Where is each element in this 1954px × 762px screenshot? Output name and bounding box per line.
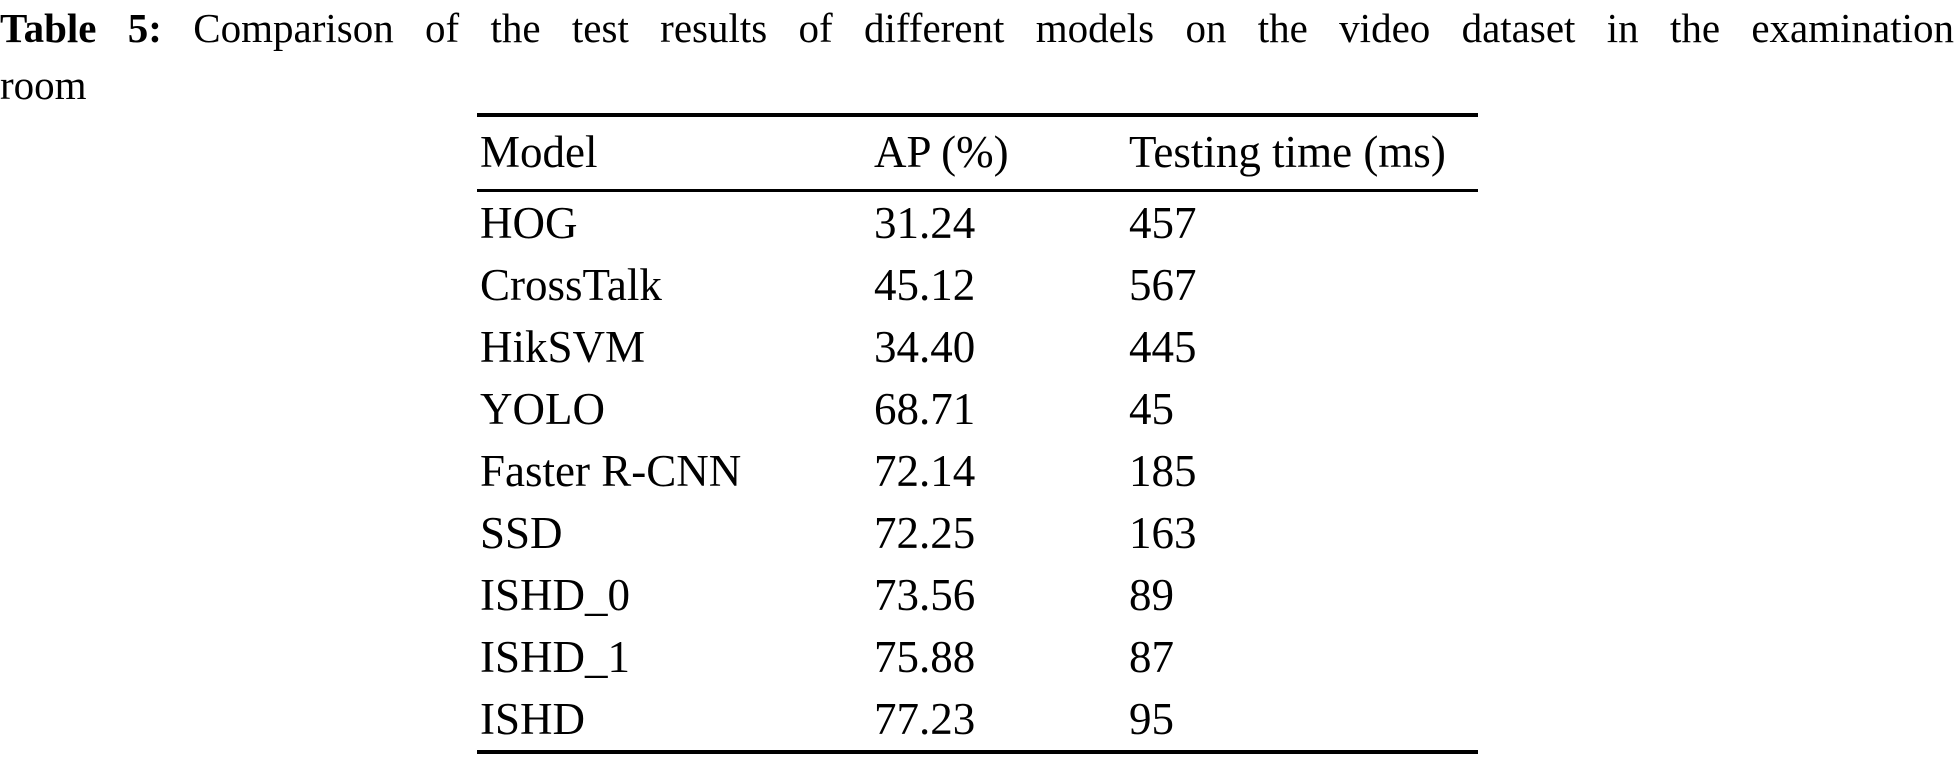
model-cell: Faster R-CNN bbox=[480, 446, 742, 496]
ap-cell: 31.24 bbox=[874, 198, 976, 248]
time-cell: 89 bbox=[1129, 570, 1174, 620]
ap-cell: 73.56 bbox=[874, 570, 976, 620]
time-cell: 87 bbox=[1129, 632, 1174, 682]
model-cell: YOLO bbox=[480, 384, 605, 434]
column-header-model: Model bbox=[477, 115, 874, 192]
table-row: HikSVM 34.40 445 bbox=[477, 316, 1478, 378]
table-row: ISHD_1 75.88 87 bbox=[477, 626, 1478, 688]
caption-line-2: room bbox=[0, 62, 87, 108]
model-cell: ISHD_1 bbox=[480, 632, 631, 682]
table-row: CrossTalk 45.12 567 bbox=[477, 254, 1478, 316]
ap-cell: 34.40 bbox=[874, 322, 976, 372]
ap-cell: 68.71 bbox=[874, 384, 976, 434]
table-row: YOLO 68.71 45 bbox=[477, 378, 1478, 440]
table-caption: Table 5: Comparison of the test results … bbox=[0, 0, 1954, 114]
model-cell: HOG bbox=[480, 198, 578, 248]
time-cell: 567 bbox=[1129, 260, 1197, 310]
ap-cell: 45.12 bbox=[874, 260, 976, 310]
time-cell: 457 bbox=[1129, 198, 1197, 248]
model-cell: HikSVM bbox=[480, 322, 646, 372]
ap-cell: 77.23 bbox=[874, 694, 976, 744]
table-body: HOG 31.24 457 CrossTalk 45.12 567 HikSVM… bbox=[477, 191, 1478, 753]
caption-label: Table 5: bbox=[0, 5, 162, 51]
table-row: ISHD 77.23 95 bbox=[477, 688, 1478, 752]
time-cell: 163 bbox=[1129, 508, 1197, 558]
table-row: HOG 31.24 457 bbox=[477, 191, 1478, 255]
table-row: Faster R-CNN 72.14 185 bbox=[477, 440, 1478, 502]
column-header-testing-time: Testing time (ms) bbox=[1129, 115, 1478, 192]
table-header: Model AP (%) Testing time (ms) bbox=[477, 115, 1478, 192]
header-row: Model AP (%) Testing time (ms) bbox=[477, 115, 1478, 192]
model-cell: SSD bbox=[480, 508, 563, 558]
ap-cell: 72.14 bbox=[874, 446, 976, 496]
model-cell: CrossTalk bbox=[480, 260, 662, 310]
caption-line-1: Table 5: Comparison of the test results … bbox=[0, 0, 1954, 57]
model-cell: ISHD_0 bbox=[480, 570, 631, 620]
time-cell: 95 bbox=[1129, 694, 1174, 744]
model-cell: ISHD bbox=[480, 694, 586, 744]
time-cell: 45 bbox=[1129, 384, 1174, 434]
ap-cell: 72.25 bbox=[874, 508, 976, 558]
ap-cell: 75.88 bbox=[874, 632, 976, 682]
column-header-ap: AP (%) bbox=[874, 115, 1129, 192]
caption-text: Comparison of the test results of differ… bbox=[193, 5, 1954, 51]
results-table: Model AP (%) Testing time (ms) HOG 31.24… bbox=[477, 113, 1478, 754]
table-row: ISHD_0 73.56 89 bbox=[477, 564, 1478, 626]
time-cell: 185 bbox=[1129, 446, 1197, 496]
time-cell: 445 bbox=[1129, 322, 1197, 372]
table-row: SSD 72.25 163 bbox=[477, 502, 1478, 564]
